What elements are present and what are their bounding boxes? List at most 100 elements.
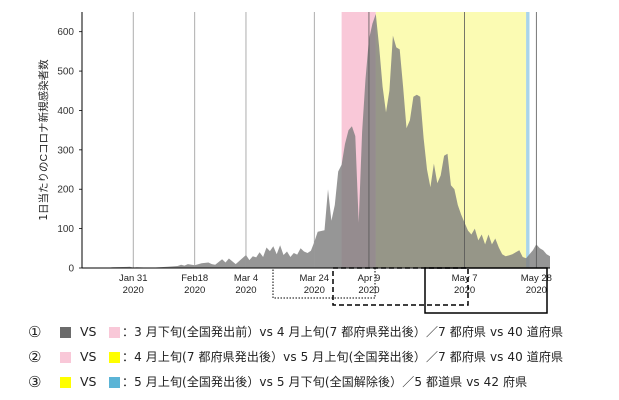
data-point [331,220,332,221]
data-point [167,266,168,267]
data-point [341,164,342,165]
y-axis-label: 1日当たりのCコロナ新規感染者数 [37,59,50,221]
y-tick-label: 400 [57,106,74,117]
y-ticks: 0 100 200 300 400 500 600 [57,27,82,275]
legend-row-2: ② VS ：4 月上旬(7 都府県発出後）vs 5 月上旬(全国発出後）／7 都… [0,347,619,369]
data-point [546,254,547,255]
data-point [539,248,540,249]
bracket-period-2 [332,267,469,306]
data-point [382,86,383,87]
legend-swatch-to [109,327,120,338]
data-point [177,266,178,267]
x-tick-label: Jan 31 [119,273,148,284]
legend-swatch-to [109,377,120,388]
x-tick-label: Mar 4 [234,273,258,284]
x-tick-year: 2020 [304,285,325,296]
data-point [457,205,458,206]
data-point [225,262,226,263]
data-point [468,230,469,231]
y-tick-label: 0 [68,264,74,275]
data-point [481,234,482,235]
data-point [406,128,407,129]
legend-number: ② [28,348,42,366]
data-point [266,247,267,248]
data-point [543,250,544,251]
data-point [249,260,250,261]
data-point [529,254,530,255]
legend-swatch-from [60,377,71,388]
y-tick-label: 100 [57,224,74,235]
data-point [440,175,441,176]
data-point [519,250,520,251]
data-point [304,251,305,252]
legend-number: ③ [28,373,42,391]
data-point [505,256,506,257]
data-point [112,267,113,268]
data-point [403,86,404,87]
legend-text: ：3 月下旬(全国発出前）vs 4 月上旬(7 都府県発出後）／7 都府県 vs… [122,325,564,339]
data-point [416,94,417,95]
data-point [386,112,387,113]
data-point [399,49,400,50]
data-point [461,214,462,215]
data-point [334,205,335,206]
data-point [365,79,366,80]
legend-text: ：4 月上旬(7 都府県発出後）vs 5 月上旬(全国発出後）／7 都府県 vs… [122,350,564,364]
data-point [393,35,394,36]
period-band [526,12,530,268]
data-point [311,250,312,251]
data-point [478,240,479,241]
data-point [324,230,325,231]
data-point [276,254,277,255]
y-tick-label: 600 [57,27,74,38]
data-point [423,138,424,139]
data-point [498,247,499,248]
legend-vs: VS [80,324,97,339]
data-point [389,90,390,91]
data-point [290,257,291,258]
data-point [355,136,356,137]
x-tick-year: 2020 [235,285,256,296]
data-point [444,155,445,156]
date-markers [132,12,537,268]
y-tick-label: 300 [57,145,74,156]
data-point [420,96,421,97]
data-point [215,264,216,265]
x-tick-year: 2020 [526,285,547,296]
data-point [485,244,486,245]
data-point [208,262,209,263]
legend-swatch-from [60,352,71,363]
data-point [188,264,189,265]
data-point [451,185,452,186]
data-point [434,163,435,164]
data-point [252,256,253,257]
data-point [136,267,137,268]
data-point [280,245,281,246]
bracket-period-1 [272,267,376,299]
data-point [512,254,513,255]
legend-swatch-from [60,327,71,338]
data-point [184,265,185,266]
x-tick-year: 2020 [184,285,205,296]
data-point [211,264,212,265]
data-point [437,183,438,184]
data-point [454,189,455,190]
x-tick-year: 2020 [358,285,379,296]
data-point [293,253,294,254]
data-point [345,144,346,145]
data-point [396,47,397,48]
data-point [522,257,523,258]
data-point [259,252,260,253]
x-tick-label: Apr 9 [358,273,381,284]
data-point [321,231,322,232]
series-area [82,14,550,268]
legend-number: ① [28,323,42,341]
data-point [338,171,339,172]
data-point [317,231,318,232]
x-tick-year: 2020 [123,285,144,296]
data-point [550,256,551,257]
date-brackets [272,267,548,314]
x-tick-label: May 7 [452,273,478,284]
